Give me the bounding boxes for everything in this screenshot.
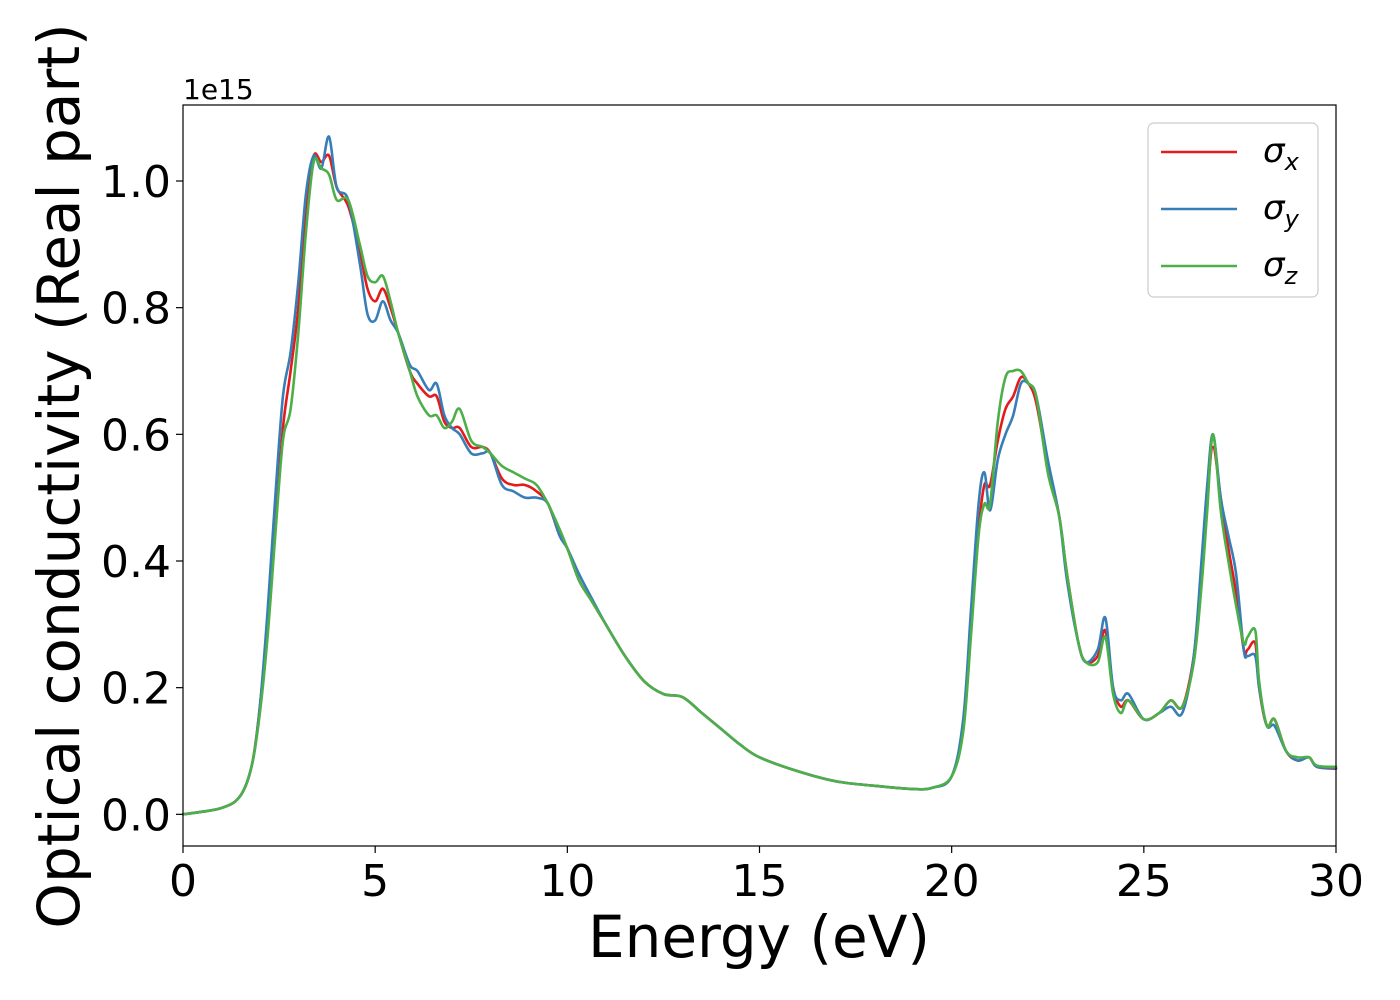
- x-axis-ticks: 0 5 10 15 20 25 30: [169, 846, 1364, 907]
- series-line-z: [181, 156, 1338, 816]
- legend: σx σy σz: [1147, 122, 1319, 298]
- x-tick-label: 10: [539, 856, 595, 907]
- y-tick-label: 0.2: [101, 664, 171, 715]
- y-axis-title: Optical conductivity (Real part): [25, 23, 93, 928]
- y-tick-label: 0.8: [101, 284, 171, 335]
- legend-label-y: σy: [1263, 188, 1300, 233]
- series-lines: [181, 135, 1338, 816]
- x-tick-label: 25: [1116, 856, 1172, 907]
- legend-items: σx σy σz: [1161, 131, 1300, 290]
- y-tick-label: 0.0: [101, 790, 171, 841]
- x-axis-title: Energy (eV): [588, 903, 930, 971]
- x-tick-label: 15: [732, 856, 788, 907]
- legend-label-x: σx: [1263, 131, 1300, 176]
- legend-label-z: σz: [1263, 245, 1299, 290]
- y-tick-label: 0.6: [101, 410, 171, 461]
- y-axis-ticks: 0.0 0.2 0.4 0.6 0.8 1.0: [101, 157, 183, 841]
- y-axis-offset-label: 1e15: [183, 73, 254, 106]
- x-tick-label: 5: [361, 856, 389, 907]
- y-tick-label: 1.0: [101, 157, 171, 208]
- x-tick-label: 0: [169, 856, 197, 907]
- y-tick-label: 0.4: [101, 537, 171, 588]
- x-tick-label: 20: [924, 856, 980, 907]
- x-tick-label: 30: [1308, 856, 1364, 907]
